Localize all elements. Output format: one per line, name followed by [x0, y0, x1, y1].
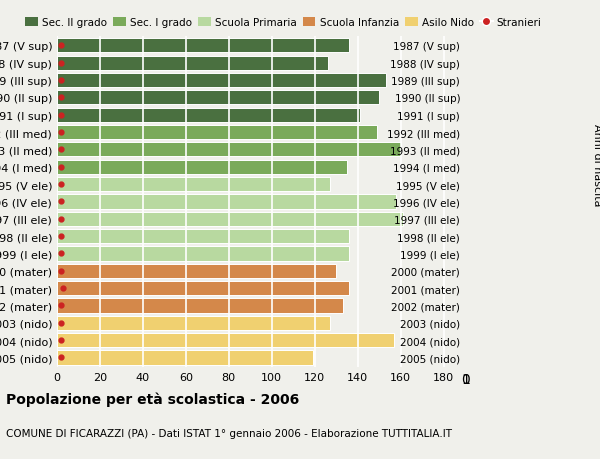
Bar	[57, 230, 349, 244]
Bar	[57, 143, 401, 157]
Text: Anni di nascita: Anni di nascita	[592, 124, 600, 207]
Bar	[57, 74, 386, 88]
Bar	[57, 91, 379, 105]
Legend: Sec. II grado, Sec. I grado, Scuola Primaria, Scuola Infanzia, Asilo Nido, Stran: Sec. II grado, Sec. I grado, Scuola Prim…	[25, 18, 542, 28]
Bar	[57, 351, 313, 365]
Bar	[57, 108, 360, 123]
Bar	[57, 316, 330, 330]
Bar	[57, 212, 403, 226]
Bar	[57, 160, 347, 174]
Bar	[57, 264, 336, 278]
Bar	[57, 281, 349, 296]
Bar	[57, 56, 328, 71]
Text: COMUNE DI FICARAZZI (PA) - Dati ISTAT 1° gennaio 2006 - Elaborazione TUTTITALIA.: COMUNE DI FICARAZZI (PA) - Dati ISTAT 1°…	[6, 428, 452, 438]
Bar	[57, 39, 349, 53]
Text: Popolazione per età scolastica - 2006: Popolazione per età scolastica - 2006	[6, 392, 299, 406]
Bar	[57, 195, 396, 209]
Bar	[57, 178, 330, 192]
Bar	[57, 333, 394, 347]
Bar	[57, 299, 343, 313]
Bar	[57, 126, 377, 140]
Bar	[57, 247, 349, 261]
